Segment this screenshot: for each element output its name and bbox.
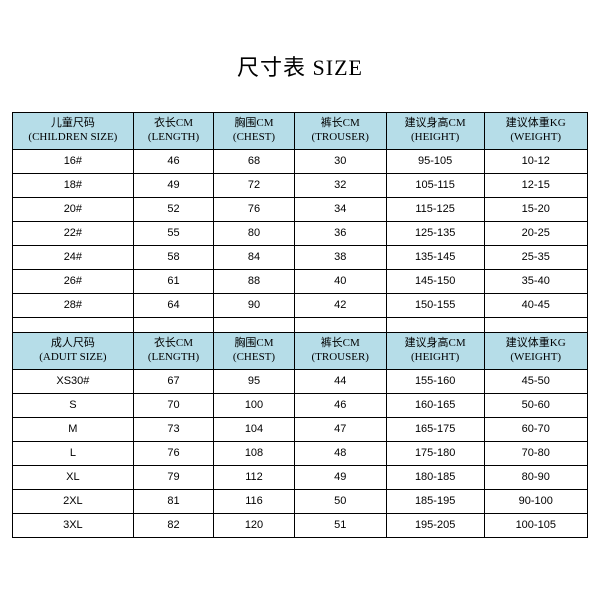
children-col-chest: 胸围CM (CHEST) [214,113,295,150]
table-row: S 70 100 46 160-165 50-60 [13,394,588,418]
table-row: 24# 58 84 38 135-145 25-35 [13,246,588,270]
children-col-length: 衣长CM (LENGTH) [133,113,214,150]
table-row: 16# 46 68 30 95-105 10-12 [13,150,588,174]
table-row: 20# 52 76 34 115-125 15-20 [13,198,588,222]
table-row: XS30# 67 95 44 155-160 45-50 [13,370,588,394]
size-chart-page: 尺寸表 SIZE 儿童尺码 (CHILDREN SIZE) 衣长CM (LENG… [0,0,600,538]
adult-col-trouser: 裤长CM (TROUSER) [294,333,386,370]
adult-col-chest: 胸围CM (CHEST) [214,333,295,370]
children-col-size: 儿童尺码 (CHILDREN SIZE) [13,113,134,150]
table-row: L 76 108 48 175-180 70-80 [13,442,588,466]
children-header-row: 儿童尺码 (CHILDREN SIZE) 衣长CM (LENGTH) 胸围CM … [13,113,588,150]
adult-col-height: 建议身高CM (HEIGHT) [386,333,484,370]
adult-col-size: 成人尺码 (ADUIT SIZE) [13,333,134,370]
table-row: M 73 104 47 165-175 60-70 [13,418,588,442]
table-row: 28# 64 90 42 150-155 40-45 [13,294,588,318]
table-row: 2XL 81 116 50 185-195 90-100 [13,490,588,514]
page-title: 尺寸表 SIZE [12,50,588,82]
table-row: 3XL 82 120 51 195-205 100-105 [13,514,588,538]
table-row: 22# 55 80 36 125-135 20-25 [13,222,588,246]
children-col-height: 建议身高CM (HEIGHT) [386,113,484,150]
adult-col-weight: 建议体重KG (WEIGHT) [484,333,588,370]
table-row: 18# 49 72 32 105-115 12-15 [13,174,588,198]
adult-header-row: 成人尺码 (ADUIT SIZE) 衣长CM (LENGTH) 胸围CM (CH… [13,333,588,370]
children-col-trouser: 裤长CM (TROUSER) [294,113,386,150]
adult-col-length: 衣长CM (LENGTH) [133,333,214,370]
table-row: XL 79 112 49 180-185 80-90 [13,466,588,490]
size-table: 儿童尺码 (CHILDREN SIZE) 衣长CM (LENGTH) 胸围CM … [12,112,588,538]
children-col-weight: 建议体重KG (WEIGHT) [484,113,588,150]
gap-row [13,318,588,333]
table-row: 26# 61 88 40 145-150 35-40 [13,270,588,294]
